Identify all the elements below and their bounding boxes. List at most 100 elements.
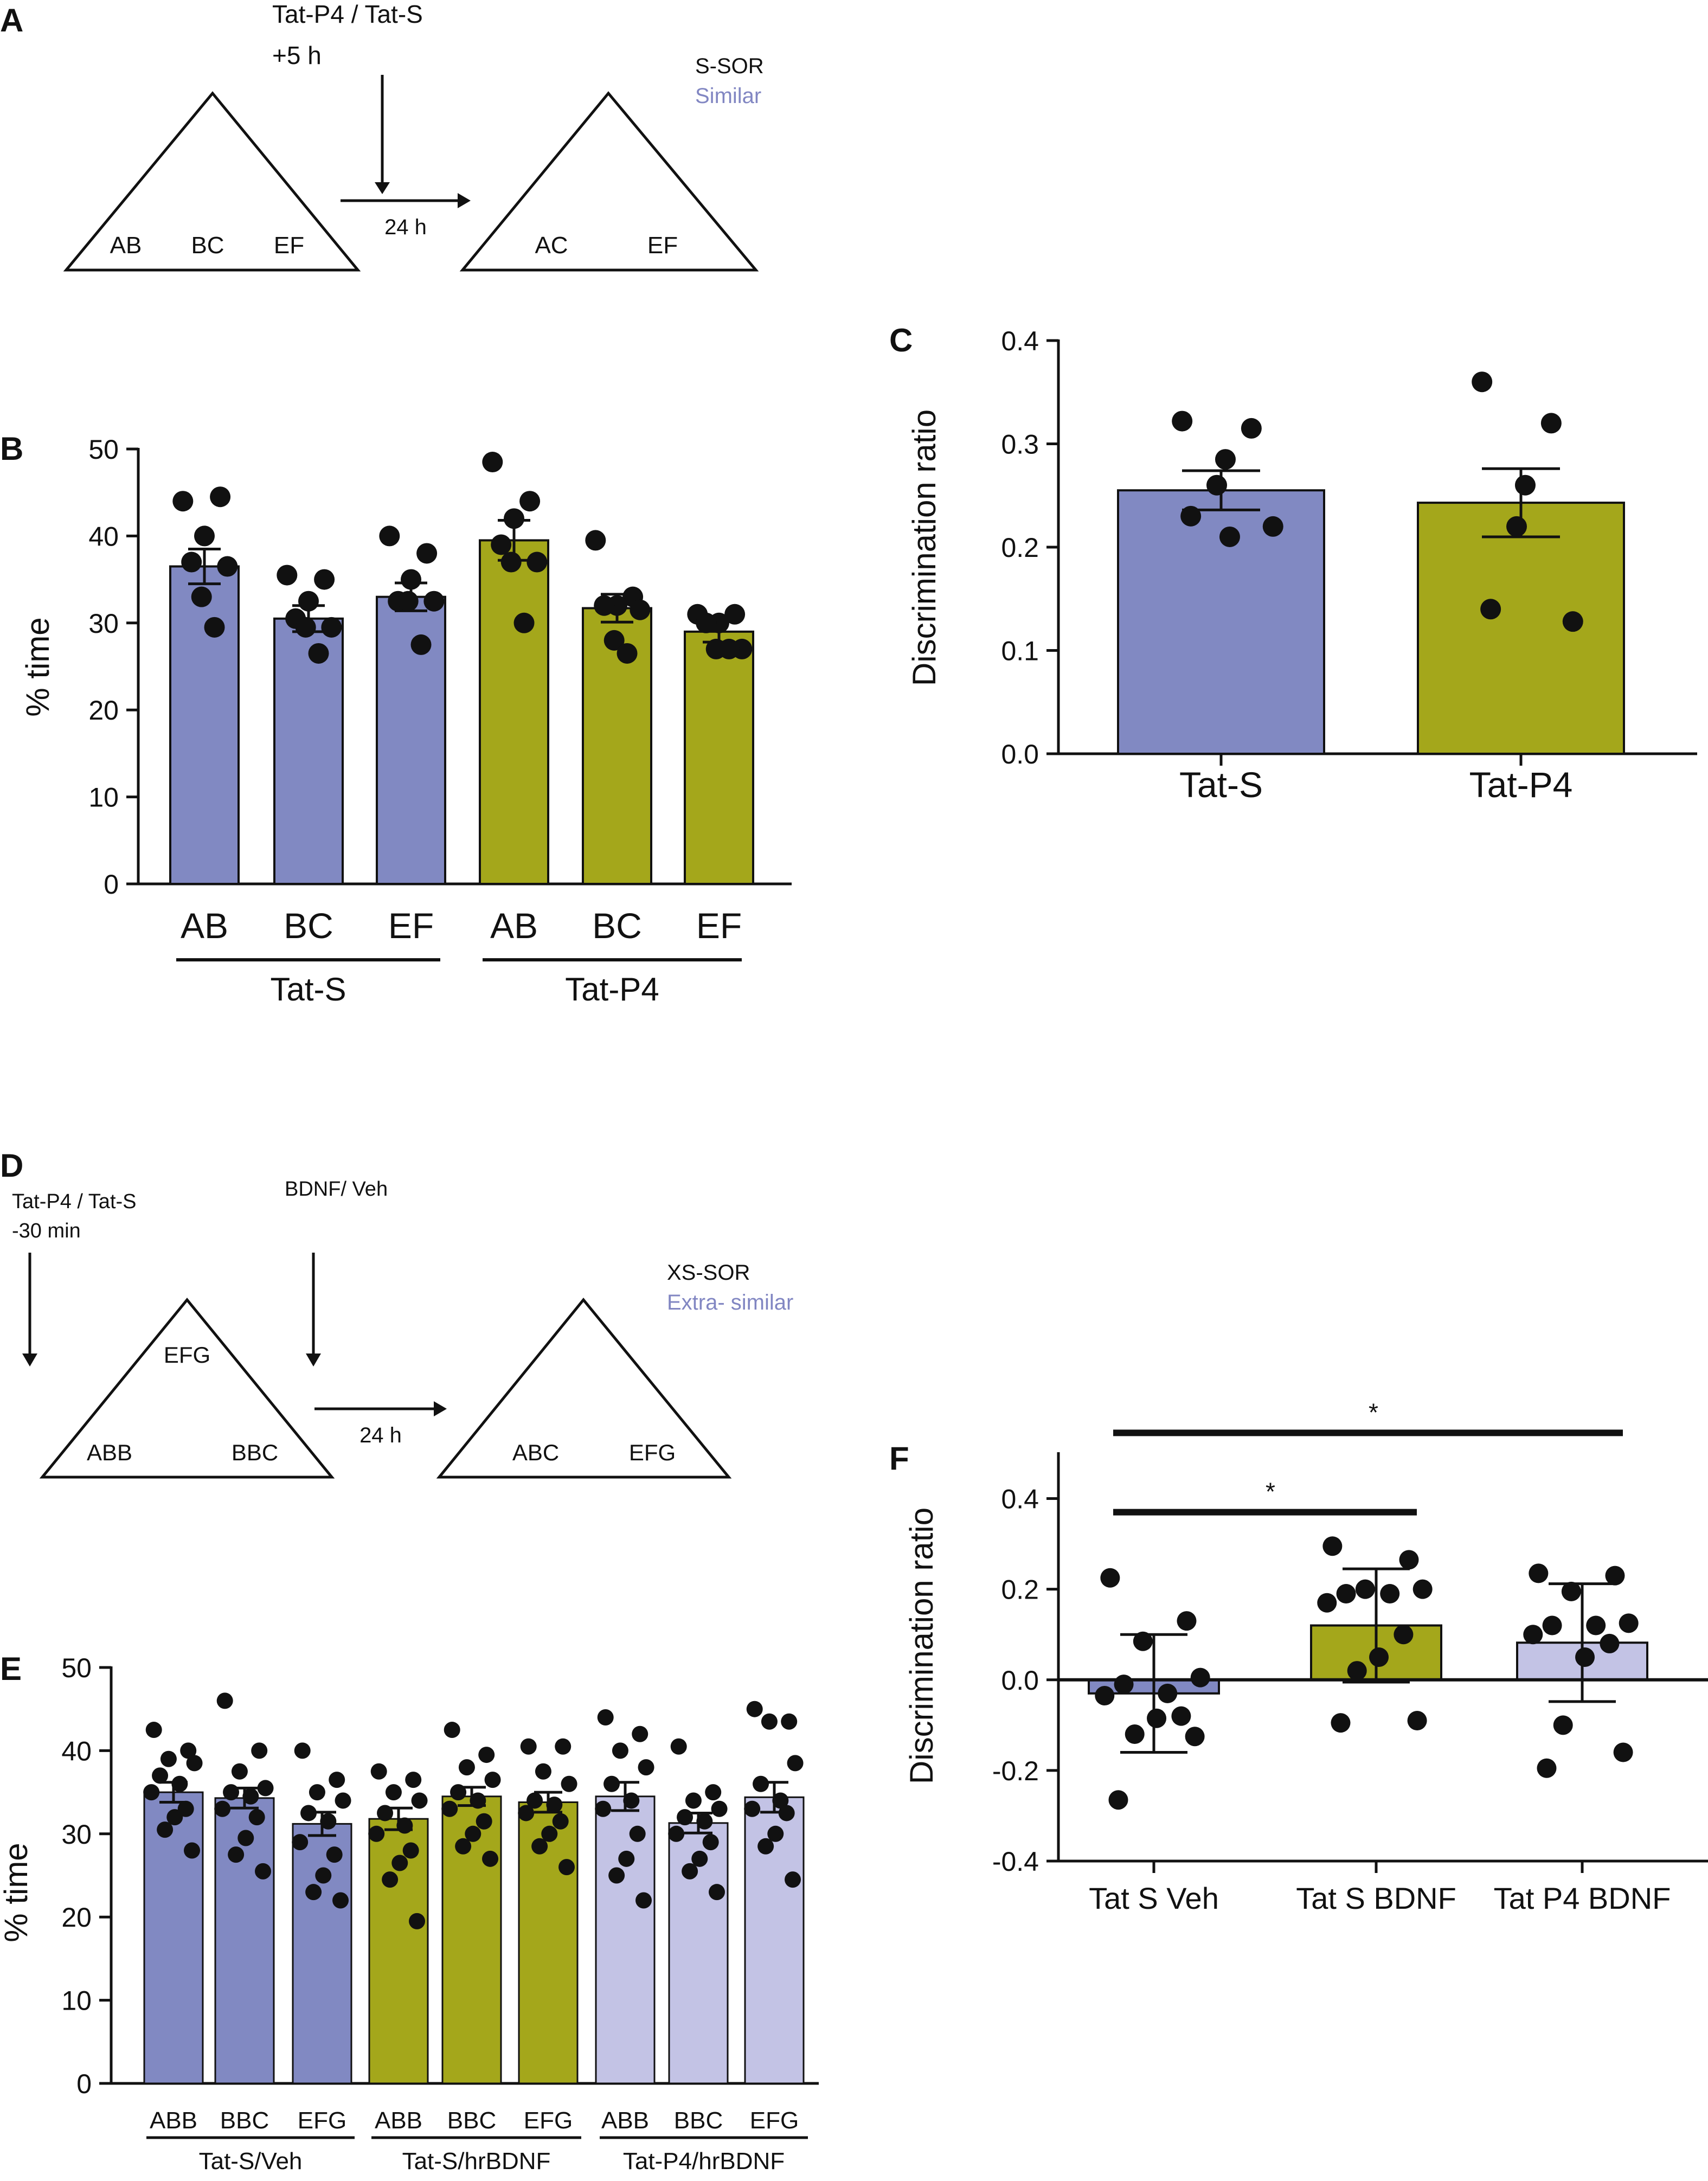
panel-d-right-object: ABC	[512, 1440, 559, 1465]
panel-f-data-point	[1399, 1550, 1419, 1570]
panel-b-y-tick-label: 20	[88, 695, 119, 726]
panel-d-second-drug-arrowhead	[306, 1353, 321, 1367]
panel-d-delay-arrowhead	[434, 1401, 447, 1416]
panel-e-x-tick-label: BBC	[220, 2107, 269, 2134]
panel-f-data-point	[1412, 1579, 1433, 1599]
panel-b-x-tick-label: EF	[696, 906, 742, 946]
panel-e-data-point	[635, 1892, 652, 1909]
panel-d-left-object: EFG	[164, 1342, 210, 1368]
panel-e-data-point	[561, 1775, 577, 1792]
panel-e-data-point	[186, 1755, 203, 1772]
panel-a-task-label: S-SOR	[695, 54, 764, 78]
panel-a-task-description: Similar	[695, 84, 761, 108]
panel-e-data-point	[231, 1763, 248, 1780]
panel-e-data-point	[370, 1763, 387, 1780]
panel-b-data-point	[630, 599, 651, 620]
panel-e-data-point	[255, 1863, 272, 1879]
panel-c-data-point	[1172, 410, 1193, 432]
panel-f-data-point	[1322, 1536, 1343, 1556]
panel-e-x-tick-label: BBC	[447, 2107, 496, 2134]
panel-b-data-point	[172, 491, 194, 512]
panel-d-second-drug-label: BDNF/ Veh	[285, 1178, 388, 1201]
panel-d-left-triangle	[39, 1298, 335, 1479]
panel-f-data-point	[1605, 1566, 1625, 1586]
panel-a-drug-arrowhead	[375, 182, 390, 194]
panel-e-data-point	[757, 1838, 774, 1855]
panel-c-y-tick-label: 0.2	[1001, 533, 1039, 563]
panel-b-y-tick-label: 30	[88, 608, 119, 639]
panel-e-data-point	[257, 1780, 274, 1797]
panel-d-task-description: Extra- similar	[667, 1291, 793, 1314]
panel-e-data-point	[781, 1713, 798, 1730]
panel-f-data-point	[1523, 1625, 1543, 1645]
panel-f-data-point	[1355, 1579, 1375, 1599]
panel-f-data-point	[1336, 1584, 1356, 1604]
panel-c-data-point	[1506, 516, 1527, 537]
panel-e-data-point	[405, 1772, 422, 1788]
panel-b-y-tick-label: 0	[104, 869, 119, 900]
panel-e-x-tick-label: ABB	[150, 2107, 197, 2134]
panel-e-data-point	[612, 1742, 628, 1759]
panel-f-x-tick-label: Tat S Veh	[1089, 1881, 1219, 1915]
panel-e-data-point	[214, 1800, 231, 1817]
panel-d-letter: D	[0, 1147, 23, 1184]
panel-e-data-point	[368, 1825, 385, 1842]
panel-f-data-point	[1407, 1710, 1427, 1730]
panel-c-data-point	[1480, 599, 1501, 620]
panel-e-data-point	[143, 1784, 160, 1801]
panel-f-data-point	[1100, 1568, 1120, 1588]
panel-e-data-point	[458, 1759, 475, 1776]
panel-b-data-point	[500, 551, 522, 573]
panel-e-y-tick-label: 30	[61, 1819, 92, 1850]
panel-e-data-point	[305, 1884, 322, 1901]
panel-b-data-point	[397, 591, 419, 612]
panel-b-data-point	[585, 530, 606, 551]
panel-f-x-tick-label: Tat P4 BDNF	[1494, 1881, 1671, 1915]
panel-e-data-point	[753, 1775, 769, 1792]
panel-f-data-point	[1158, 1683, 1178, 1703]
panel-d-drug-label: Tat-P4 / Tat-S	[12, 1190, 137, 1213]
panel-b-x-tick-label: AB	[490, 906, 538, 946]
panel-c-bar	[1117, 489, 1325, 755]
panel-e-data-point	[184, 1842, 201, 1859]
panel-b-data-point	[210, 486, 231, 508]
panel-e-data-point	[476, 1813, 492, 1830]
panel-e-data-point	[145, 1722, 162, 1739]
panel-f-data-point	[1095, 1686, 1115, 1706]
panel-e-chart: E 0 10 20 30 40 50 % time ABB BBC EFG ABB BBC EFG ABB…	[0, 1651, 819, 2174]
panel-e-y-tick-label: 20	[61, 1902, 92, 1933]
panel-f-x-tick-label: Tat S BDNF	[1296, 1881, 1456, 1915]
panel-f-data-point	[1331, 1713, 1351, 1733]
panel-b-data-point	[298, 591, 319, 612]
panel-b-data-point	[724, 604, 746, 625]
panel-e-data-point	[685, 1792, 702, 1809]
panel-e-data-point	[157, 1821, 174, 1838]
panel-f-data-point	[1600, 1633, 1620, 1653]
panel-b-y-axis-label: % time	[20, 617, 56, 716]
panel-e-data-point	[409, 1913, 426, 1929]
panel-d-drug-arrowhead	[22, 1353, 37, 1367]
panel-b-data-point	[696, 612, 717, 633]
panel-e-data-point	[300, 1805, 317, 1821]
panel-e-data-point	[228, 1846, 245, 1863]
panel-f-data-point	[1147, 1708, 1167, 1728]
panel-e-data-point	[251, 1742, 268, 1759]
panel-e-data-point	[396, 1817, 413, 1834]
panel-d-right-object: EFG	[629, 1440, 676, 1465]
panel-b-data-point	[513, 612, 535, 633]
panel-f-data-point	[1185, 1727, 1205, 1747]
panel-e-data-point	[391, 1855, 408, 1871]
panel-e-y-tick-label: 40	[61, 1736, 92, 1766]
panel-e-data-point	[223, 1784, 240, 1801]
panel-b-data-point	[295, 617, 316, 638]
panel-e-letter: E	[0, 1651, 22, 1687]
panel-e-data-point	[518, 1805, 535, 1821]
panel-f-y-tick-label: -0.4	[992, 1846, 1039, 1877]
panel-c-data-point	[1241, 418, 1262, 439]
panel-e-data-point	[744, 1800, 761, 1817]
panel-e-data-point	[329, 1772, 345, 1788]
panel-b-y-tick-label: 40	[88, 521, 119, 551]
panel-c-chart: C 0.0 0.1 0.2 0.3 0.4 Discrimination ratio Tat…	[889, 322, 1697, 805]
panel-e-data-point	[177, 1800, 194, 1817]
